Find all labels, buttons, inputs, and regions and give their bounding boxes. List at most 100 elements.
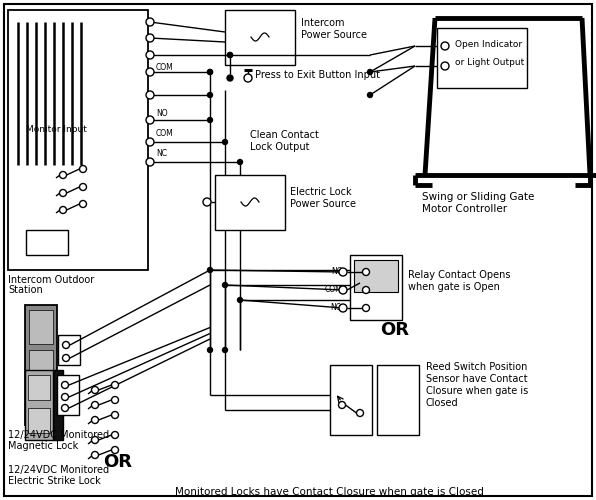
Circle shape	[207, 268, 213, 272]
Circle shape	[92, 452, 98, 458]
Circle shape	[207, 118, 213, 122]
Text: NO: NO	[330, 304, 342, 312]
Circle shape	[207, 92, 213, 98]
Circle shape	[362, 286, 370, 294]
Circle shape	[244, 74, 252, 82]
Circle shape	[92, 402, 98, 408]
Circle shape	[227, 75, 233, 81]
Bar	[25, 305, 57, 425]
Text: COM: COM	[156, 128, 174, 138]
Bar	[8, 10, 148, 270]
Text: Closure when gate is: Closure when gate is	[426, 386, 528, 396]
Circle shape	[228, 52, 232, 58]
Circle shape	[368, 70, 372, 74]
Text: Power Source: Power Source	[301, 30, 367, 40]
Circle shape	[146, 91, 154, 99]
Circle shape	[146, 18, 154, 26]
Text: Reed Switch Position: Reed Switch Position	[426, 362, 527, 372]
Circle shape	[61, 394, 69, 400]
Circle shape	[207, 348, 213, 352]
Circle shape	[222, 140, 228, 144]
Circle shape	[237, 160, 243, 164]
Circle shape	[111, 446, 119, 454]
Bar	[437, 28, 527, 88]
Text: NC: NC	[331, 268, 342, 276]
Text: Sensor have Contact: Sensor have Contact	[426, 374, 527, 384]
Circle shape	[111, 382, 119, 388]
Circle shape	[79, 166, 86, 172]
Circle shape	[237, 298, 243, 302]
Text: Intercom Outdoor: Intercom Outdoor	[8, 275, 94, 285]
Text: Open Indicator: Open Indicator	[455, 40, 522, 49]
Text: COM: COM	[324, 286, 342, 294]
Bar	[58, 335, 80, 365]
Text: Clean Contact: Clean Contact	[250, 130, 319, 140]
Circle shape	[146, 34, 154, 42]
Circle shape	[441, 42, 449, 50]
Text: Power Source: Power Source	[290, 199, 356, 209]
Circle shape	[207, 70, 213, 74]
Circle shape	[111, 396, 119, 404]
Text: Intercom: Intercom	[301, 18, 344, 28]
Bar	[354, 260, 398, 292]
Text: Swing or Sliding Gate: Swing or Sliding Gate	[422, 192, 535, 202]
Circle shape	[339, 268, 347, 276]
Text: Monitor Input: Monitor Input	[26, 126, 86, 134]
Circle shape	[222, 348, 228, 352]
Text: Station: Station	[8, 285, 43, 295]
Circle shape	[61, 404, 69, 411]
Text: 12/24VDC Monitored: 12/24VDC Monitored	[8, 430, 109, 440]
Circle shape	[228, 52, 232, 58]
Circle shape	[234, 186, 266, 218]
Circle shape	[79, 184, 86, 190]
Circle shape	[89, 231, 117, 259]
Text: or Light Output: or Light Output	[455, 58, 524, 67]
Circle shape	[356, 410, 364, 416]
Circle shape	[60, 172, 67, 178]
Text: 12/24VDC Monitored: 12/24VDC Monitored	[8, 465, 109, 475]
Circle shape	[146, 138, 154, 146]
Bar	[29, 390, 53, 415]
Circle shape	[203, 198, 211, 206]
Bar	[29, 350, 53, 384]
Circle shape	[146, 116, 154, 124]
Circle shape	[339, 286, 347, 294]
Circle shape	[63, 342, 70, 348]
Circle shape	[92, 386, 98, 394]
Circle shape	[61, 382, 69, 388]
Circle shape	[362, 304, 370, 312]
Text: OR: OR	[380, 321, 409, 339]
Circle shape	[63, 354, 70, 362]
Bar	[53, 370, 63, 440]
Circle shape	[92, 436, 98, 444]
Circle shape	[339, 304, 347, 312]
Text: Lock Output: Lock Output	[250, 142, 309, 152]
Bar	[28, 408, 50, 433]
Text: COM: COM	[156, 64, 174, 72]
Text: when gate is Open: when gate is Open	[408, 282, 500, 292]
Bar	[28, 375, 50, 400]
Circle shape	[362, 268, 370, 276]
Bar	[25, 370, 53, 440]
Text: Relay Contact Opens: Relay Contact Opens	[408, 270, 511, 280]
Circle shape	[368, 92, 372, 98]
Bar	[330, 365, 372, 435]
Circle shape	[207, 70, 213, 74]
Circle shape	[146, 51, 154, 59]
Text: Closed: Closed	[426, 398, 459, 408]
Circle shape	[339, 402, 346, 408]
Circle shape	[60, 206, 67, 214]
Circle shape	[111, 432, 119, 438]
Bar	[377, 365, 419, 435]
Circle shape	[111, 412, 119, 418]
Circle shape	[146, 68, 154, 76]
Text: Electric Lock: Electric Lock	[290, 187, 352, 197]
Text: Motor Controller: Motor Controller	[422, 204, 507, 214]
Bar	[215, 175, 285, 230]
Circle shape	[244, 21, 276, 53]
Text: OR: OR	[104, 453, 132, 471]
Text: Monitored Locks have Contact Closure when gate is Closed: Monitored Locks have Contact Closure whe…	[175, 487, 484, 497]
Circle shape	[79, 200, 86, 207]
Bar	[225, 10, 295, 65]
Bar	[26, 230, 68, 255]
